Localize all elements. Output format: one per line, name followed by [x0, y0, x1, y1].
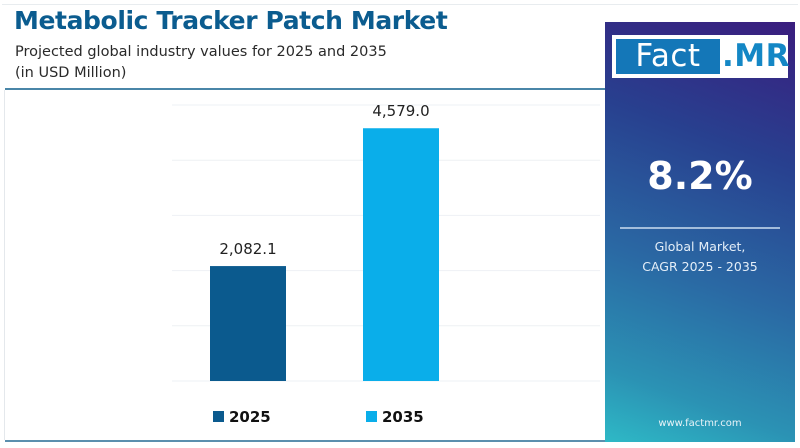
bar-2025: [210, 266, 286, 381]
legend: 2025 2035: [213, 408, 424, 426]
cagr-panel: Fact .MR 8.2% Global Market, CAGR 2025 -…: [605, 22, 795, 442]
cagr-caption: Global Market, CAGR 2025 - 2035: [605, 237, 795, 277]
bar-2035: [363, 128, 439, 381]
logo-fact-text: Fact: [616, 39, 720, 74]
bar-value-label-2025: 2,082.1: [219, 240, 276, 258]
chart-subtitle: Projected global industry values for 202…: [15, 42, 387, 84]
bar-value-label-2035: 4,579.0: [372, 102, 429, 120]
chart-title: Metabolic Tracker Patch Market: [14, 6, 448, 35]
legend-swatch-2025: [213, 411, 224, 422]
legend-label-2035: 2035: [382, 408, 424, 426]
panel-divider: [620, 227, 780, 229]
legend-label-2025: 2025: [229, 408, 271, 426]
bar-value-labels: 2,082.1 4,579.0: [219, 102, 429, 258]
cagr-value: 8.2%: [647, 154, 753, 198]
legend-swatch-2035: [366, 411, 377, 422]
left-border: [4, 90, 5, 440]
caption-line-1: Global Market,: [654, 239, 746, 254]
bar-chart: 2,082.1 4,579.0 2025 2035: [172, 102, 600, 426]
bars: [210, 128, 439, 381]
subtitle-line-2: (in USD Million): [15, 65, 127, 81]
header-divider: [5, 88, 605, 90]
website-url: www.factmr.com: [658, 418, 742, 429]
footer-divider: [5, 440, 605, 442]
factmr-logo: Fact .MR: [612, 35, 790, 78]
subtitle-line-1: Projected global industry values for 202…: [15, 44, 387, 60]
caption-line-2: CAGR 2025 - 2035: [642, 259, 758, 274]
logo-mr-text: .MR: [722, 38, 790, 74]
chart-frame: [2, 4, 798, 443]
